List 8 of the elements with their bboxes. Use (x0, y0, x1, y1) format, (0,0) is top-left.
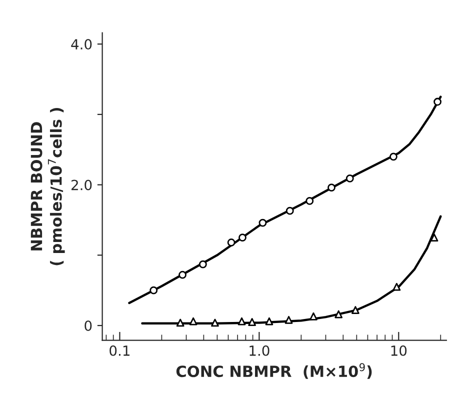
x-tick-label: 10 (391, 345, 407, 356)
y-axis-title: NBMPR BOUND ( pmoles/10$^{7}$cells ) (30, 108, 65, 266)
y-tick-label: 2.0 (72, 180, 92, 190)
y-tick-label: 0 (84, 320, 92, 331)
x-axis-title: CONC NBMPR (M×10$^{9}$) (176, 363, 372, 379)
x-tick-label: 1.0 (250, 345, 270, 356)
x-tick-label: 0.1 (110, 345, 130, 356)
y-tick-label: 4.0 (71, 39, 92, 50)
